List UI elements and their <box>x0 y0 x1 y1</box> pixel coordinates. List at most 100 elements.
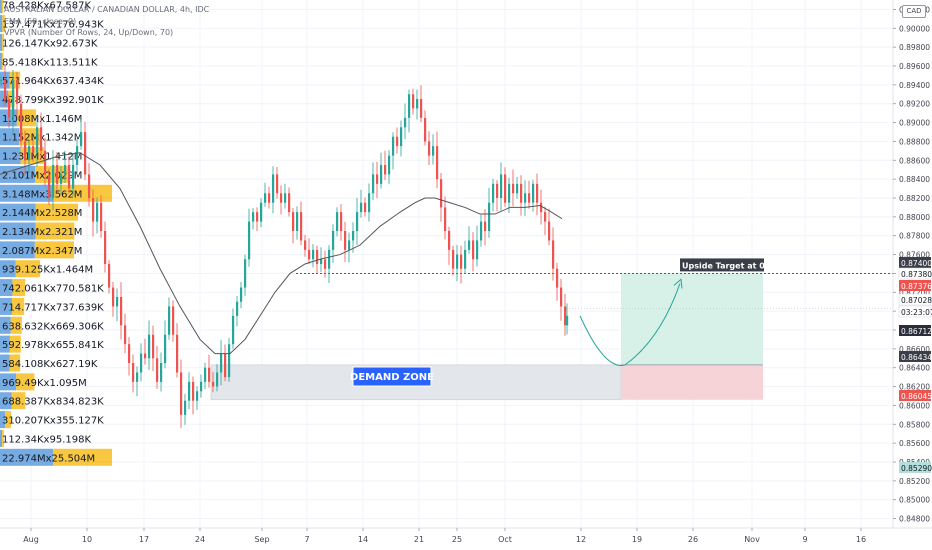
projection-curve <box>579 283 681 366</box>
candle-body <box>216 372 219 387</box>
vpvr-down-bar <box>9 354 21 372</box>
y-tick-label: 0.84800 <box>899 515 930 524</box>
candle-body <box>240 287 243 302</box>
candle-body <box>556 268 559 288</box>
vpvr-up-bar <box>0 147 21 165</box>
candle-body <box>300 212 303 241</box>
candle-body <box>144 353 147 359</box>
candle-body <box>124 325 127 345</box>
vpvr-row-label: 638.632Kx669.306K <box>2 321 104 332</box>
y-tick-label: 0.88400 <box>899 175 930 184</box>
price-tags: 0.87400 0.87380 0.87376 0.87028 03:23:07 0.86… <box>898 257 932 473</box>
candle-body <box>512 183 515 194</box>
vpvr-row-label: 478.799Kx392.901K <box>2 95 104 106</box>
candle-body <box>56 165 59 184</box>
candle-body <box>468 240 471 250</box>
candle-body <box>248 221 251 260</box>
candle-body <box>420 99 423 118</box>
candle-body <box>208 367 211 382</box>
vpvr-down-bar <box>1 52 4 70</box>
vpvr-up-bar <box>0 411 6 429</box>
candle-body <box>252 212 255 222</box>
price-tag-text: 0.85290 <box>901 464 932 473</box>
candle-body <box>212 381 215 387</box>
vpvr-row-label: 85.418Kx113.511K <box>2 57 98 68</box>
x-tick-label: 26 <box>688 535 698 544</box>
candle-body <box>352 231 355 241</box>
vpvr-row-label: 78.428Kx67.587K <box>2 1 91 12</box>
candle-body <box>20 103 23 142</box>
price-tag-bg <box>899 351 931 362</box>
candle-body <box>504 174 507 203</box>
y-tick-label: 0.86400 <box>899 364 930 373</box>
candle-body <box>524 193 527 203</box>
vpvr-row-label: 137.471Kx176.943K <box>2 20 104 31</box>
price-tag-bg <box>899 280 931 291</box>
candle-body <box>64 165 67 175</box>
candle-body <box>408 94 411 118</box>
candle-body <box>68 165 71 189</box>
ema-indicator-label[interactable]: EMA (50, close, 0) <box>4 17 77 26</box>
price-tag-text: 0.87400 <box>901 259 932 268</box>
candle-body <box>108 264 111 288</box>
candle-body <box>336 212 339 231</box>
projection-arrowhead <box>673 278 683 289</box>
vpvr-row-label: 592.978Kx655.841K <box>2 340 104 351</box>
vpvr-down-bar <box>2 33 5 51</box>
candle-body <box>128 344 131 363</box>
candle-body <box>324 259 327 269</box>
candle-body <box>260 202 263 222</box>
vpvr-row-label: 2.134Mx2.321M <box>2 227 82 238</box>
candle-body <box>0 80 3 81</box>
vpvr-up-bar <box>0 260 16 278</box>
x-axis: Aug 10 17 24 Sep 7 14 21 25 Oct 12 19 26 Nov 9 16 <box>23 528 866 544</box>
vpvr-row-label: 1.231Mx1.412M <box>2 152 82 163</box>
candle-body <box>360 202 363 213</box>
candle-body <box>104 231 107 264</box>
y-tick-label: 0.85600 <box>899 439 930 448</box>
demand-zone-label: DEMAND ZONE <box>350 366 434 387</box>
candle-body <box>436 146 439 180</box>
candle-body <box>500 174 503 198</box>
candle-body <box>160 363 163 382</box>
vpvr-up-bar <box>0 297 12 315</box>
candle-body <box>472 240 475 260</box>
vpvr-row-label: 939.125Kx1.464M <box>2 265 93 276</box>
currency-button[interactable]: CAD <box>902 5 926 18</box>
vpvr-row-label: 126.147Kx92.673K <box>2 38 98 49</box>
price-tag-text: 0.86045 <box>901 392 932 401</box>
candle-body <box>88 174 91 198</box>
candle-body <box>404 117 407 128</box>
vpvr-row-label: 688.387Kx834.823K <box>2 397 104 408</box>
candle-body <box>348 240 351 250</box>
vpvr-indicator-label[interactable]: VPVR (Number Of Rows, 24, Up/Down, 70) <box>4 28 174 37</box>
price-tag-text: 0.86712 <box>901 327 932 336</box>
x-tick-label: 25 <box>452 535 462 544</box>
candle-body <box>508 183 511 203</box>
candle-body <box>40 127 43 151</box>
candle-body <box>308 249 311 260</box>
candle-body <box>552 240 555 269</box>
price-tag-bg <box>898 293 932 306</box>
candle-body <box>344 231 347 250</box>
candle-body <box>456 254 459 269</box>
target-profit-box <box>621 273 763 365</box>
vpvr-row-label: 969.49Kx1.095M <box>2 378 87 389</box>
vpvr-row-label: 2.144Mx2.528M <box>2 208 82 219</box>
candle-body <box>428 141 431 156</box>
candle-body <box>480 221 483 241</box>
y-tick-label: 0.85200 <box>899 477 930 486</box>
candle-body <box>16 80 19 104</box>
candle-body <box>528 193 531 203</box>
vpvr-down-bar <box>1 0 4 14</box>
y-tick-label: 0.88000 <box>899 213 930 222</box>
vpvr-up-bar <box>0 316 11 334</box>
price-tag-bg <box>898 267 932 280</box>
candle-body <box>380 165 383 184</box>
candle-body <box>44 150 47 175</box>
x-tick-label: 9 <box>802 535 807 544</box>
candle-body <box>444 207 447 231</box>
vpvr-row-label: 2.101Mx2.029M <box>2 170 82 181</box>
candle-body <box>460 254 463 269</box>
